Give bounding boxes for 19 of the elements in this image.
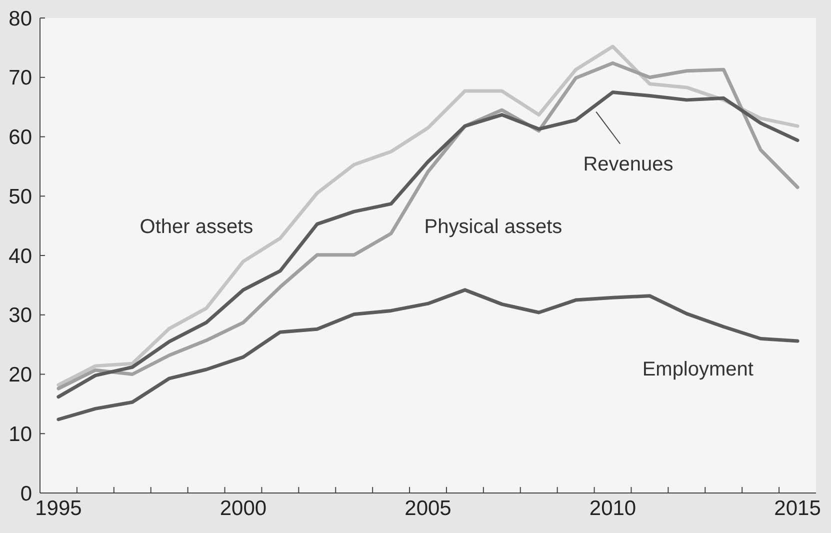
x-tick-label: 2000 [220,497,267,520]
x-tick-label: 2005 [404,497,452,520]
line-series [56,288,800,422]
y-tick-label: 10 [8,422,32,446]
y-tick-label: 20 [8,364,32,387]
series-label: Other assets [140,216,254,238]
x-tick-label: 2015 [774,497,821,520]
x-tick-label: 1995 [35,497,82,520]
y-tick-label: 60 [8,126,32,150]
series-label: Physical assets [424,216,562,238]
y-tick-label: 40 [8,244,32,268]
x-tick-label: 2010 [589,497,636,520]
series-label: Revenues [583,153,674,176]
y-tick-label: 30 [8,304,32,328]
series-label: Employment [642,358,754,380]
y-tick-label: 70 [8,66,32,90]
y-tick-label: 80 [8,7,32,30]
y-tick-label: 50 [8,185,32,208]
y-tick-label: 0 [20,482,32,506]
